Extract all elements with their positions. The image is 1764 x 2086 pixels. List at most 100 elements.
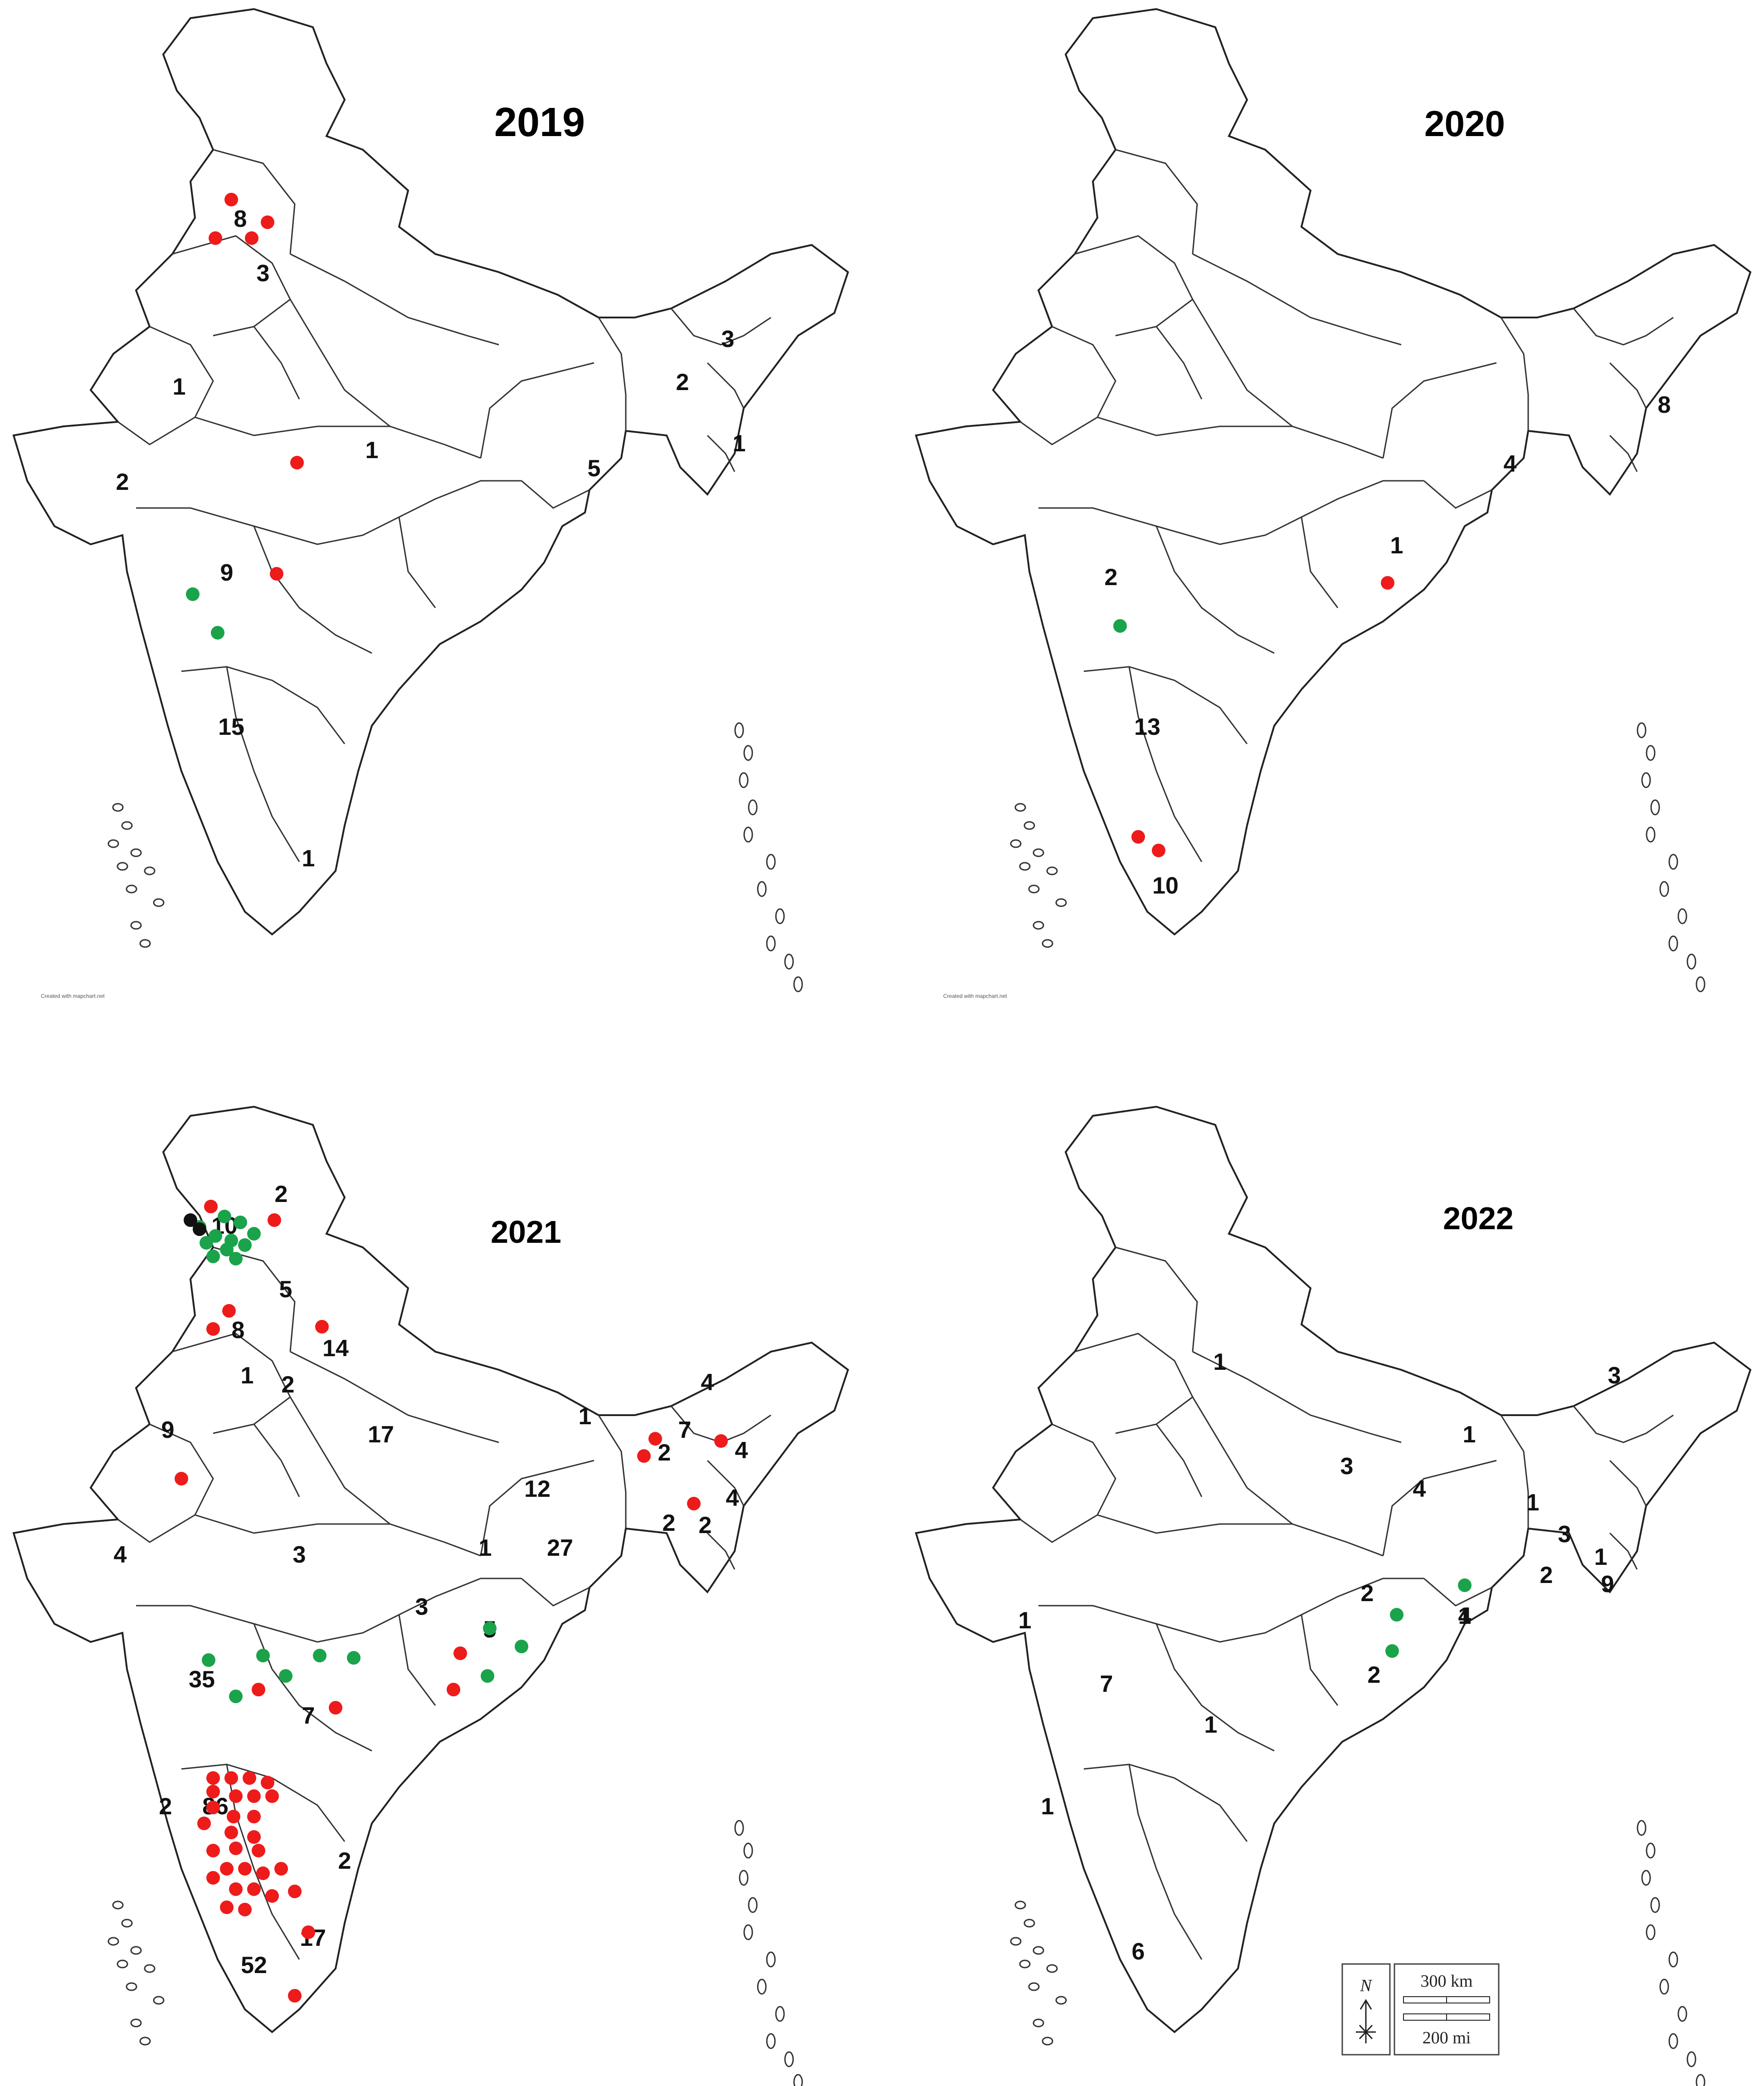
state-count-label: 1 — [241, 1363, 254, 1389]
andaman-island — [739, 772, 749, 788]
state-count-label: 4 — [1413, 1476, 1426, 1502]
state-boundary — [707, 1532, 736, 1570]
state-count-label: 1 — [365, 437, 379, 464]
state-boundary — [598, 1415, 627, 1529]
state-boundary — [226, 666, 300, 862]
red-site-dot — [453, 1646, 467, 1660]
andaman-island — [743, 1924, 753, 1940]
state-boundary — [117, 1423, 214, 1543]
red-site-dot — [209, 231, 222, 245]
lakshadweep-island — [126, 884, 137, 894]
red-site-dot — [252, 1844, 265, 1857]
red-site-dot — [274, 1862, 288, 1876]
red-site-dot — [302, 1925, 315, 1939]
state-boundary — [1573, 308, 1674, 346]
state-count-label: 2 — [1361, 1580, 1374, 1607]
north-arrow-icon — [1356, 1999, 1376, 2043]
scale-km-label: 300 km — [1420, 1972, 1472, 1991]
red-site-dot — [288, 1989, 302, 2003]
andaman-island — [1686, 2051, 1696, 2067]
state-boundary — [172, 1333, 291, 1434]
state-count-label: 1 — [1213, 1349, 1227, 1375]
red-site-dot — [224, 1771, 238, 1785]
green-site-dot — [313, 1649, 326, 1662]
andaman-island — [743, 1842, 753, 1859]
state-boundary — [1097, 416, 1384, 459]
lakshadweep-island — [153, 898, 165, 907]
lakshadweep-island — [1023, 821, 1035, 830]
state-boundary — [1382, 1460, 1497, 1556]
andaman-island — [1659, 881, 1669, 897]
state-boundary — [398, 517, 436, 608]
state-boundary — [1155, 1623, 1275, 1752]
state-count-label: 8 — [234, 206, 247, 232]
lakshadweep-island — [112, 803, 124, 812]
state-boundary — [521, 1578, 590, 1607]
andaman-island — [734, 1820, 744, 1836]
red-site-dot — [206, 1844, 220, 1857]
state-count-label: 14 — [322, 1335, 349, 1362]
red-site-dot — [238, 1862, 252, 1876]
red-site-dot — [224, 1826, 238, 1839]
state-count-label: 2 — [1368, 1662, 1381, 1688]
state-count-label: 17 — [368, 1422, 394, 1448]
lakshadweep-island — [117, 1959, 128, 1969]
green-site-dot — [229, 1252, 243, 1265]
green-site-dot — [202, 1653, 215, 1667]
andaman-island — [757, 1979, 767, 1995]
red-site-dot — [270, 567, 283, 581]
state-count-label: 1 — [1594, 1544, 1608, 1570]
andaman-island — [743, 745, 753, 761]
state-count-label: 1 — [1204, 1712, 1218, 1738]
state-count-label: 1 — [1390, 532, 1403, 559]
state-count-label: 3 — [1608, 1363, 1621, 1389]
lakshadweep-island — [139, 2037, 151, 2046]
lakshadweep-island — [144, 1964, 156, 1973]
state-count-label: 1 — [1458, 1603, 1472, 1629]
lakshadweep-island — [1033, 1946, 1044, 1955]
state-count-label: 27 — [547, 1535, 573, 1561]
state-boundary — [1500, 317, 1529, 431]
andaman-island — [1686, 953, 1696, 970]
state-boundary — [253, 526, 372, 654]
state-boundary — [521, 480, 590, 509]
state-count-label: 7 — [678, 1417, 692, 1443]
state-count-label: 2 — [663, 1510, 676, 1536]
green-site-dot — [1390, 1608, 1403, 1622]
green-site-dot — [347, 1651, 361, 1665]
lakshadweep-island — [1055, 1996, 1067, 2005]
green-site-dot — [218, 1210, 231, 1223]
state-count-label: 4 — [735, 1437, 748, 1464]
state-count-label: 3 — [721, 326, 735, 352]
red-site-dot — [227, 1810, 240, 1823]
green-site-dot — [515, 1640, 528, 1653]
red-site-dot — [229, 1882, 243, 1896]
red-site-dot — [175, 1472, 188, 1485]
state-count-label: 1 — [579, 1403, 592, 1430]
andaman-island — [784, 953, 794, 970]
red-site-dot — [288, 1885, 302, 1898]
lakshadweep-island — [1023, 1919, 1035, 1928]
state-count-label: 3 — [257, 260, 270, 287]
state-count-label: 10 — [1152, 873, 1179, 899]
andaman-island — [766, 935, 776, 952]
red-site-dot — [315, 1320, 329, 1334]
red-site-dot — [220, 1900, 234, 1914]
lakshadweep-island — [1014, 803, 1026, 812]
state-boundary — [1083, 1764, 1248, 1842]
mapchart-credit: Created with mapchart.net — [41, 993, 105, 999]
lakshadweep-island — [1042, 2037, 1053, 2046]
state-count-label: 7 — [1100, 1671, 1113, 1697]
state-count-label: 1 — [1463, 1422, 1476, 1448]
state-count-label: 2 — [1105, 564, 1118, 591]
state-count-label: 2 — [338, 1848, 351, 1874]
andaman-island — [1668, 854, 1678, 870]
state-count-label: 9 — [161, 1417, 175, 1443]
state-count-label: 1 — [173, 374, 186, 400]
andaman-island — [1677, 908, 1687, 924]
andaman-island — [1696, 2074, 1706, 2086]
state-boundary — [1301, 517, 1339, 608]
state-count-label: 8 — [232, 1317, 245, 1343]
andaman-island — [766, 1951, 776, 1968]
india-outline — [915, 1105, 1752, 2033]
